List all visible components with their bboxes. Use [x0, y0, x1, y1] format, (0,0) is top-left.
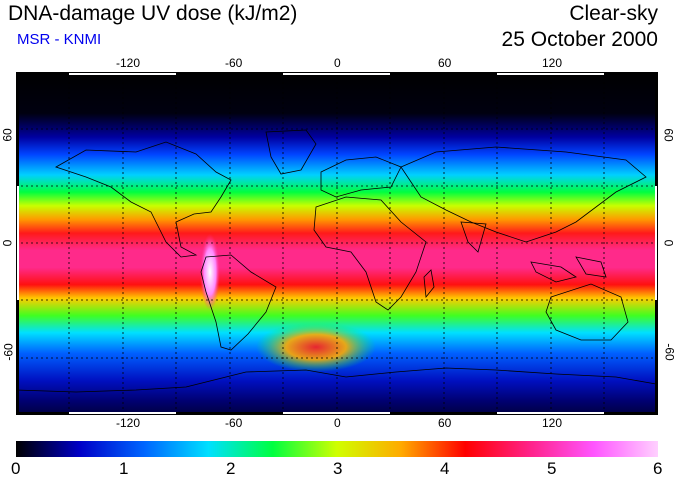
date-label: 25 October 2000: [501, 28, 658, 51]
map-title: DNA-damage UV dose (kJ/m2): [8, 2, 298, 25]
andes-peak: [200, 234, 220, 310]
lon-tick-top: 0: [334, 56, 341, 70]
lat-tick-left: -60: [1, 343, 16, 361]
source-label: MSR - KNMI: [17, 31, 102, 48]
color-bar-gradient: [16, 441, 658, 457]
frame-scale-bars: [16, 72, 658, 415]
lon-tick-bottom: 0: [334, 416, 341, 430]
color-bar-label: 2: [226, 459, 236, 478]
lon-tick-bottom: 120: [542, 416, 563, 430]
lat-tick-right: -60: [662, 343, 677, 361]
color-bar-label: 5: [547, 459, 557, 478]
color-bar-label: 3: [333, 459, 343, 478]
lat-tick-right: 60: [661, 128, 676, 142]
lon-tick-top: 120: [542, 56, 563, 70]
lat-tick-left: 60: [0, 128, 15, 142]
graticule: [16, 72, 658, 415]
lon-tick-top: -120: [116, 56, 141, 70]
lat-tick-right: 0: [661, 239, 676, 247]
color-bar-label: 0: [11, 459, 21, 478]
lat-tick-left: 0: [0, 239, 15, 247]
uv-dose-map: [16, 72, 658, 415]
color-bar-label: 4: [440, 459, 450, 478]
color-bar-label: 6: [653, 459, 663, 478]
lon-tick-bottom: 60: [438, 416, 452, 430]
color-bar: [16, 441, 658, 457]
ozone-hole-hotspot: [256, 322, 376, 372]
sky-condition-label: Clear-sky: [569, 2, 658, 25]
coastlines: [16, 129, 657, 393]
lon-tick-bottom: -60: [225, 416, 243, 430]
color-bar-label: 1: [119, 459, 129, 478]
lon-tick-bottom: -120: [116, 416, 141, 430]
lon-tick-top: 60: [438, 56, 452, 70]
map-border: [16, 72, 658, 415]
lon-tick-top: -60: [225, 56, 243, 70]
